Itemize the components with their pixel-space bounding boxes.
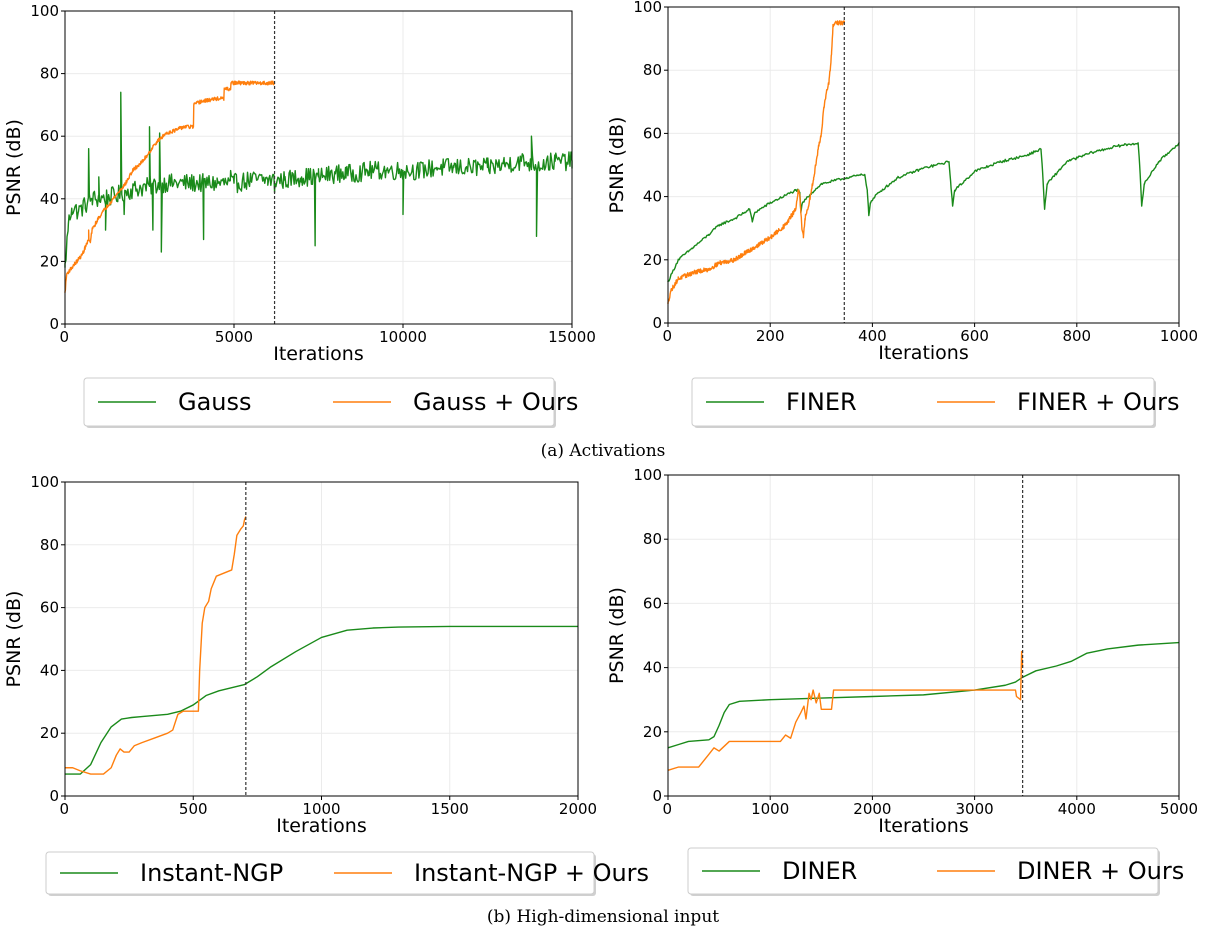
y-tick-label: 0	[652, 787, 662, 805]
legend: DINER DINER + Ours	[687, 847, 1184, 896]
y-tick-label: 60	[643, 124, 662, 142]
gridlines	[667, 6, 1180, 324]
y-tick-label: 100	[30, 473, 59, 491]
x-axis-label: Iterations	[273, 343, 364, 365]
y-tick-label: 0	[49, 787, 59, 805]
x-tick-label: 1000	[751, 800, 789, 818]
y-tick-label: 20	[40, 252, 59, 270]
y-tick-label: 80	[643, 530, 662, 548]
series-line-baseline	[667, 641, 1180, 749]
legend: FINER FINER + Ours	[691, 377, 1180, 428]
series-line-baseline	[65, 625, 578, 775]
series-line-ours	[667, 20, 845, 305]
legend-entry: FINER + Ours	[1017, 388, 1180, 416]
x-tick-label: 1500	[431, 800, 469, 818]
x-tick-label: 500	[179, 800, 208, 818]
x-tick-label: 2000	[853, 800, 891, 818]
x-axis-label: Iterations	[878, 815, 969, 837]
y-tick-label: 0	[652, 314, 662, 332]
y-tick-label: 100	[633, 0, 662, 16]
series-line-ours	[667, 650, 1024, 771]
caption-b: (b) High-dimensional input	[487, 907, 719, 927]
legend-entry: Gauss	[178, 388, 252, 416]
y-tick-label: 40	[643, 188, 662, 206]
legend-entry: DINER + Ours	[1017, 857, 1184, 885]
series-line-ours	[64, 80, 276, 293]
series-line-ours	[65, 516, 247, 775]
series-line-baseline	[64, 91, 573, 268]
legend: Gauss Gauss + Ours	[83, 377, 578, 428]
legend: Instant-NGP Instant-NGP + Ours	[45, 851, 649, 896]
legend-box	[83, 377, 555, 427]
plot-frame	[64, 10, 573, 325]
legend-entry: Instant-NGP	[140, 859, 283, 887]
x-tick-label: 800	[1062, 327, 1091, 345]
y-tick-label: 80	[40, 536, 59, 554]
y-tick-label: 80	[643, 61, 662, 79]
legend-box	[45, 851, 595, 895]
x-tick-label: 0	[662, 800, 672, 818]
y-axis-label: PSNR (dB)	[606, 587, 628, 684]
x-tick-label: 5000	[215, 328, 253, 346]
x-tick-label: 0	[59, 800, 69, 818]
chart-diner: 0 1000 2000 3000 4000 5000 0 20 40 60 80 100 Iterati…	[606, 466, 1198, 896]
legend-entry: FINER	[786, 388, 857, 416]
legend-entry: Instant-NGP + Ours	[414, 859, 649, 887]
x-axis-label: Iterations	[276, 815, 367, 837]
chart-gauss: 0 5000 10000 15000 0 20 40 60 80 100 Iterations PSN…	[3, 2, 596, 428]
y-tick-label: 40	[40, 661, 59, 679]
x-tick-label: 0	[662, 327, 672, 345]
gridlines	[667, 474, 1180, 797]
series-line-baseline	[667, 142, 1180, 282]
y-tick-label: 80	[40, 65, 59, 83]
y-tick-label: 40	[40, 190, 59, 208]
y-tick-label: 40	[643, 659, 662, 677]
x-tick-label: 200	[756, 327, 785, 345]
legend-box	[691, 377, 1155, 427]
y-tick-label: 0	[49, 315, 59, 333]
y-tick-label: 60	[40, 599, 59, 617]
chart-instant-ngp: 0 500 1000 1500 2000 0 20 40 60 80 100 Iterations PS…	[3, 473, 649, 896]
y-tick-label: 20	[643, 251, 662, 269]
x-tick-label: 4000	[1058, 800, 1096, 818]
plot-frame	[667, 6, 1180, 324]
plot-frame	[667, 474, 1180, 797]
x-tick-label: 600	[960, 327, 989, 345]
gridlines	[64, 481, 579, 797]
y-tick-label: 20	[40, 724, 59, 742]
x-tick-label: 2000	[559, 800, 597, 818]
x-tick-label: 1000	[302, 800, 340, 818]
y-tick-label: 60	[40, 127, 59, 145]
x-tick-label: 10000	[379, 328, 427, 346]
chart-finer: 0 200 400 600 800 1000 0 20 40 60 80 100 Iterations P…	[606, 0, 1198, 428]
y-tick-label: 60	[643, 594, 662, 612]
x-tick-label: 15000	[548, 328, 596, 346]
legend-entry: Gauss + Ours	[413, 388, 578, 416]
y-axis-label: PSNR (dB)	[3, 591, 25, 688]
x-tick-label: 400	[858, 327, 887, 345]
legend-entry: DINER	[782, 857, 857, 885]
caption-a: (a) Activations	[541, 441, 666, 461]
y-axis-label: PSNR (dB)	[606, 117, 628, 214]
y-tick-label: 20	[643, 723, 662, 741]
x-tick-label: 3000	[956, 800, 994, 818]
legend-box	[687, 847, 1159, 895]
y-axis-label: PSNR (dB)	[3, 119, 25, 216]
y-tick-label: 100	[633, 466, 662, 484]
y-tick-label: 100	[30, 2, 59, 20]
x-tick-label: 5000	[1160, 800, 1198, 818]
x-tick-label: 0	[59, 328, 69, 346]
x-tick-label: 1000	[1160, 327, 1198, 345]
x-axis-label: Iterations	[878, 342, 969, 364]
